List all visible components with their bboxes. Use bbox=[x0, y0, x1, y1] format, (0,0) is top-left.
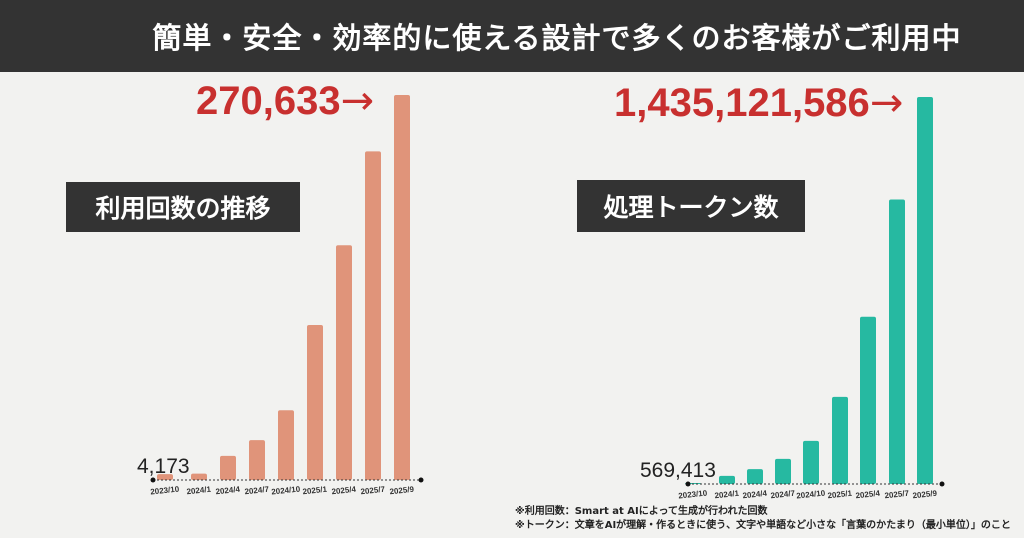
bar-tokens-2024/1 bbox=[719, 475, 735, 484]
x-tick-label: 2024/7 bbox=[244, 485, 270, 497]
x-tick-label: 2025/7 bbox=[884, 489, 910, 501]
x-tick-label: 2025/4 bbox=[331, 485, 357, 497]
bar-usage-2024/4 bbox=[220, 455, 236, 480]
x-tick-label: 2024/1 bbox=[714, 489, 740, 501]
bar-usage-2025/9 bbox=[394, 95, 410, 480]
axis-endpoint bbox=[685, 481, 691, 487]
bar-usage-2025/1 bbox=[307, 324, 323, 480]
bar-tokens-2025/7 bbox=[889, 199, 905, 484]
bar-tokens-2025/4 bbox=[860, 316, 876, 484]
bar-tokens-2024/7 bbox=[775, 458, 791, 484]
bar-tokens-2024/10 bbox=[803, 440, 819, 484]
axis-endpoint bbox=[418, 477, 424, 483]
x-tick-label: 2023/10 bbox=[150, 484, 180, 496]
arrow-icon: → bbox=[869, 80, 904, 126]
axis-endpoint bbox=[939, 481, 945, 487]
page-title: 簡単・安全・効率的に使える設計で多くのお客様がご利用中 bbox=[152, 21, 962, 55]
footnote-token: ※トークン：文章をAIが理解・作るときに使う、文字や単語など小さな「言葉のかたま… bbox=[515, 520, 1011, 531]
header-banner: 簡単・安全・効率的に使える設計で多くのお客様がご利用中 bbox=[0, 0, 1024, 72]
x-tick-label: 2024/1 bbox=[186, 485, 212, 497]
x-tick-label: 2025/1 bbox=[827, 489, 853, 501]
arrow-icon: → bbox=[340, 78, 375, 124]
footnotes: ※利用回数：Smart at AIによって生成が行われた回数 ※トークン：文章を… bbox=[515, 505, 1011, 533]
x-tick-label: 2024/4 bbox=[742, 489, 768, 501]
bar-tokens-2025/9 bbox=[917, 97, 933, 484]
bar-tokens-2025/1 bbox=[832, 396, 848, 484]
left-last-value: 270,633→ bbox=[196, 78, 374, 124]
right-chart-title: 処理トークン数 bbox=[577, 180, 805, 232]
bar-usage-2024/1 bbox=[191, 473, 207, 480]
axis-endpoint bbox=[150, 477, 156, 483]
x-tick-label: 2024/4 bbox=[215, 485, 241, 497]
right-last-value-text: 1,435,121,586 bbox=[614, 81, 870, 125]
x-tick-label: 2025/7 bbox=[360, 485, 386, 497]
x-tick-label: 2024/10 bbox=[796, 488, 826, 500]
bar-usage-2024/7 bbox=[249, 440, 265, 480]
x-tick-label: 2025/9 bbox=[389, 485, 415, 497]
x-tick-label: 2024/7 bbox=[770, 489, 796, 501]
bar-usage-2023/10 bbox=[157, 474, 173, 480]
left-chart-title: 利用回数の推移 bbox=[66, 182, 300, 232]
left-first-value: 4,173 bbox=[137, 455, 190, 478]
bar-usage-2025/7 bbox=[365, 151, 381, 481]
left-last-value-text: 270,633 bbox=[196, 79, 341, 123]
right-first-value: 569,413 bbox=[640, 459, 716, 482]
x-tick-label: 2025/1 bbox=[302, 485, 328, 497]
right-last-value: 1,435,121,586→ bbox=[614, 80, 903, 126]
x-tick-label: 2025/9 bbox=[912, 489, 938, 501]
x-tick-label: 2023/10 bbox=[678, 488, 708, 500]
footnote-usage: ※利用回数：Smart at AIによって生成が行われた回数 bbox=[515, 506, 768, 517]
bar-tokens-2024/4 bbox=[747, 469, 763, 484]
x-tick-label: 2024/10 bbox=[271, 484, 301, 496]
x-tick-label: 2025/4 bbox=[855, 489, 881, 501]
bar-usage-2025/4 bbox=[336, 245, 352, 480]
bar-usage-2024/10 bbox=[278, 410, 294, 480]
